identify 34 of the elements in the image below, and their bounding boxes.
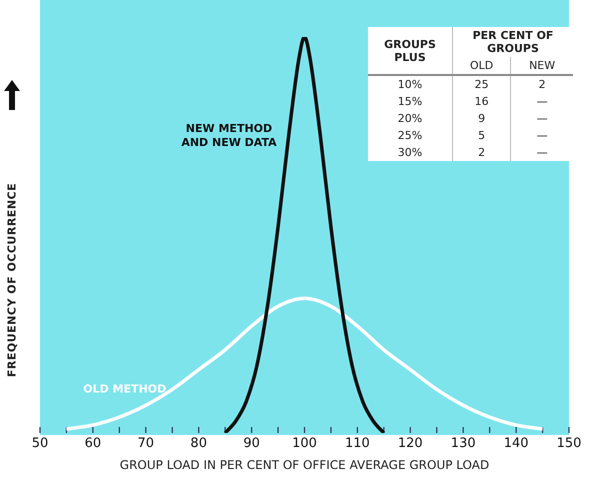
annotation: — bbox=[536, 94, 549, 110]
annotation: 30% bbox=[368, 144, 453, 161]
x-tick-label: 50 bbox=[32, 436, 48, 452]
annotation: 15% bbox=[368, 93, 453, 110]
annotation: GROUPS PLUS bbox=[368, 27, 453, 75]
annotation: 20% bbox=[368, 110, 453, 127]
x-tick-label: 60 bbox=[84, 436, 102, 452]
series-label: NEW METHOD AND NEW DATA bbox=[181, 122, 278, 149]
annotation: — bbox=[536, 145, 549, 161]
annotation: PER CENT OF GROUPS bbox=[472, 28, 554, 57]
x-tick-label: 100 bbox=[292, 436, 317, 452]
annotation: 10% bbox=[368, 75, 453, 93]
series-label: OLD METHOD bbox=[83, 382, 166, 396]
annotation: 2 bbox=[452, 144, 511, 161]
annotation: OLD bbox=[452, 57, 511, 75]
x-tick-label: 140 bbox=[504, 436, 529, 452]
annotation: 2 bbox=[538, 77, 547, 93]
annotation: 5 bbox=[452, 127, 511, 144]
x-tick-label: 150 bbox=[556, 436, 582, 452]
x-tick-label: 70 bbox=[138, 436, 154, 452]
x-tick-label: 90 bbox=[243, 436, 260, 452]
annotation: NEW bbox=[510, 57, 573, 75]
annotation: 9 bbox=[452, 110, 511, 127]
x-tick-label: 130 bbox=[450, 436, 476, 452]
x-tick-label: 110 bbox=[344, 436, 370, 452]
annotation: — bbox=[536, 111, 549, 127]
annotation: 25 bbox=[452, 75, 511, 93]
y-axis-title: FREQUENCY OF OCCURRENCE bbox=[6, 182, 18, 378]
x-axis-title: GROUP LOAD IN PER CENT OF OFFICE AVERAGE GROUP LOAD bbox=[120, 458, 490, 472]
annotation: 25% bbox=[368, 127, 453, 144]
x-tick-label: 80 bbox=[190, 436, 207, 452]
x-tick-label: 120 bbox=[398, 436, 423, 452]
annotation: — bbox=[536, 128, 549, 144]
annotation: 16 bbox=[452, 93, 511, 110]
